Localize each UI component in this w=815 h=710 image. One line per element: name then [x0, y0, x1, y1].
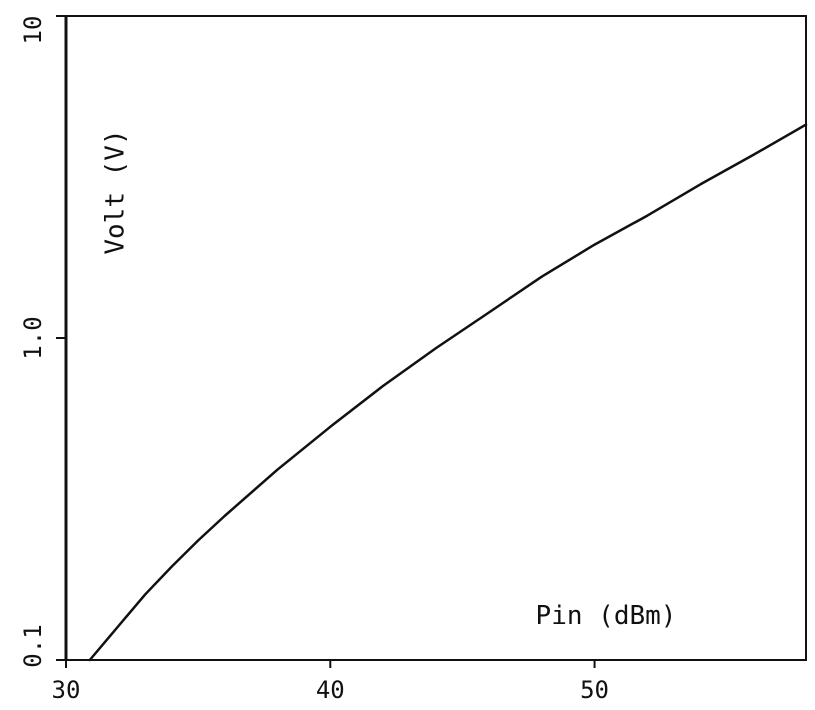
- plot-border: [65, 15, 807, 661]
- y-axis-ticks: 0.1 1.0 10: [19, 15, 66, 668]
- x-tick-label: 30: [52, 676, 81, 704]
- x-axis-ticks: 30 40 50: [52, 660, 609, 704]
- series-layer: [88, 123, 808, 662]
- y-tick-label: 0.1: [19, 624, 47, 667]
- y-axis-title: Volt (V): [101, 129, 131, 254]
- y-tick-label: 1.0: [19, 316, 47, 359]
- x-axis-title: Pin (dBm): [536, 601, 677, 631]
- plot-frame: [64, 15, 807, 661]
- x-tick-label: 50: [580, 676, 609, 704]
- data-series-line: [88, 123, 808, 662]
- y-tick-label: 10: [19, 16, 47, 45]
- x-tick-label: 40: [316, 676, 345, 704]
